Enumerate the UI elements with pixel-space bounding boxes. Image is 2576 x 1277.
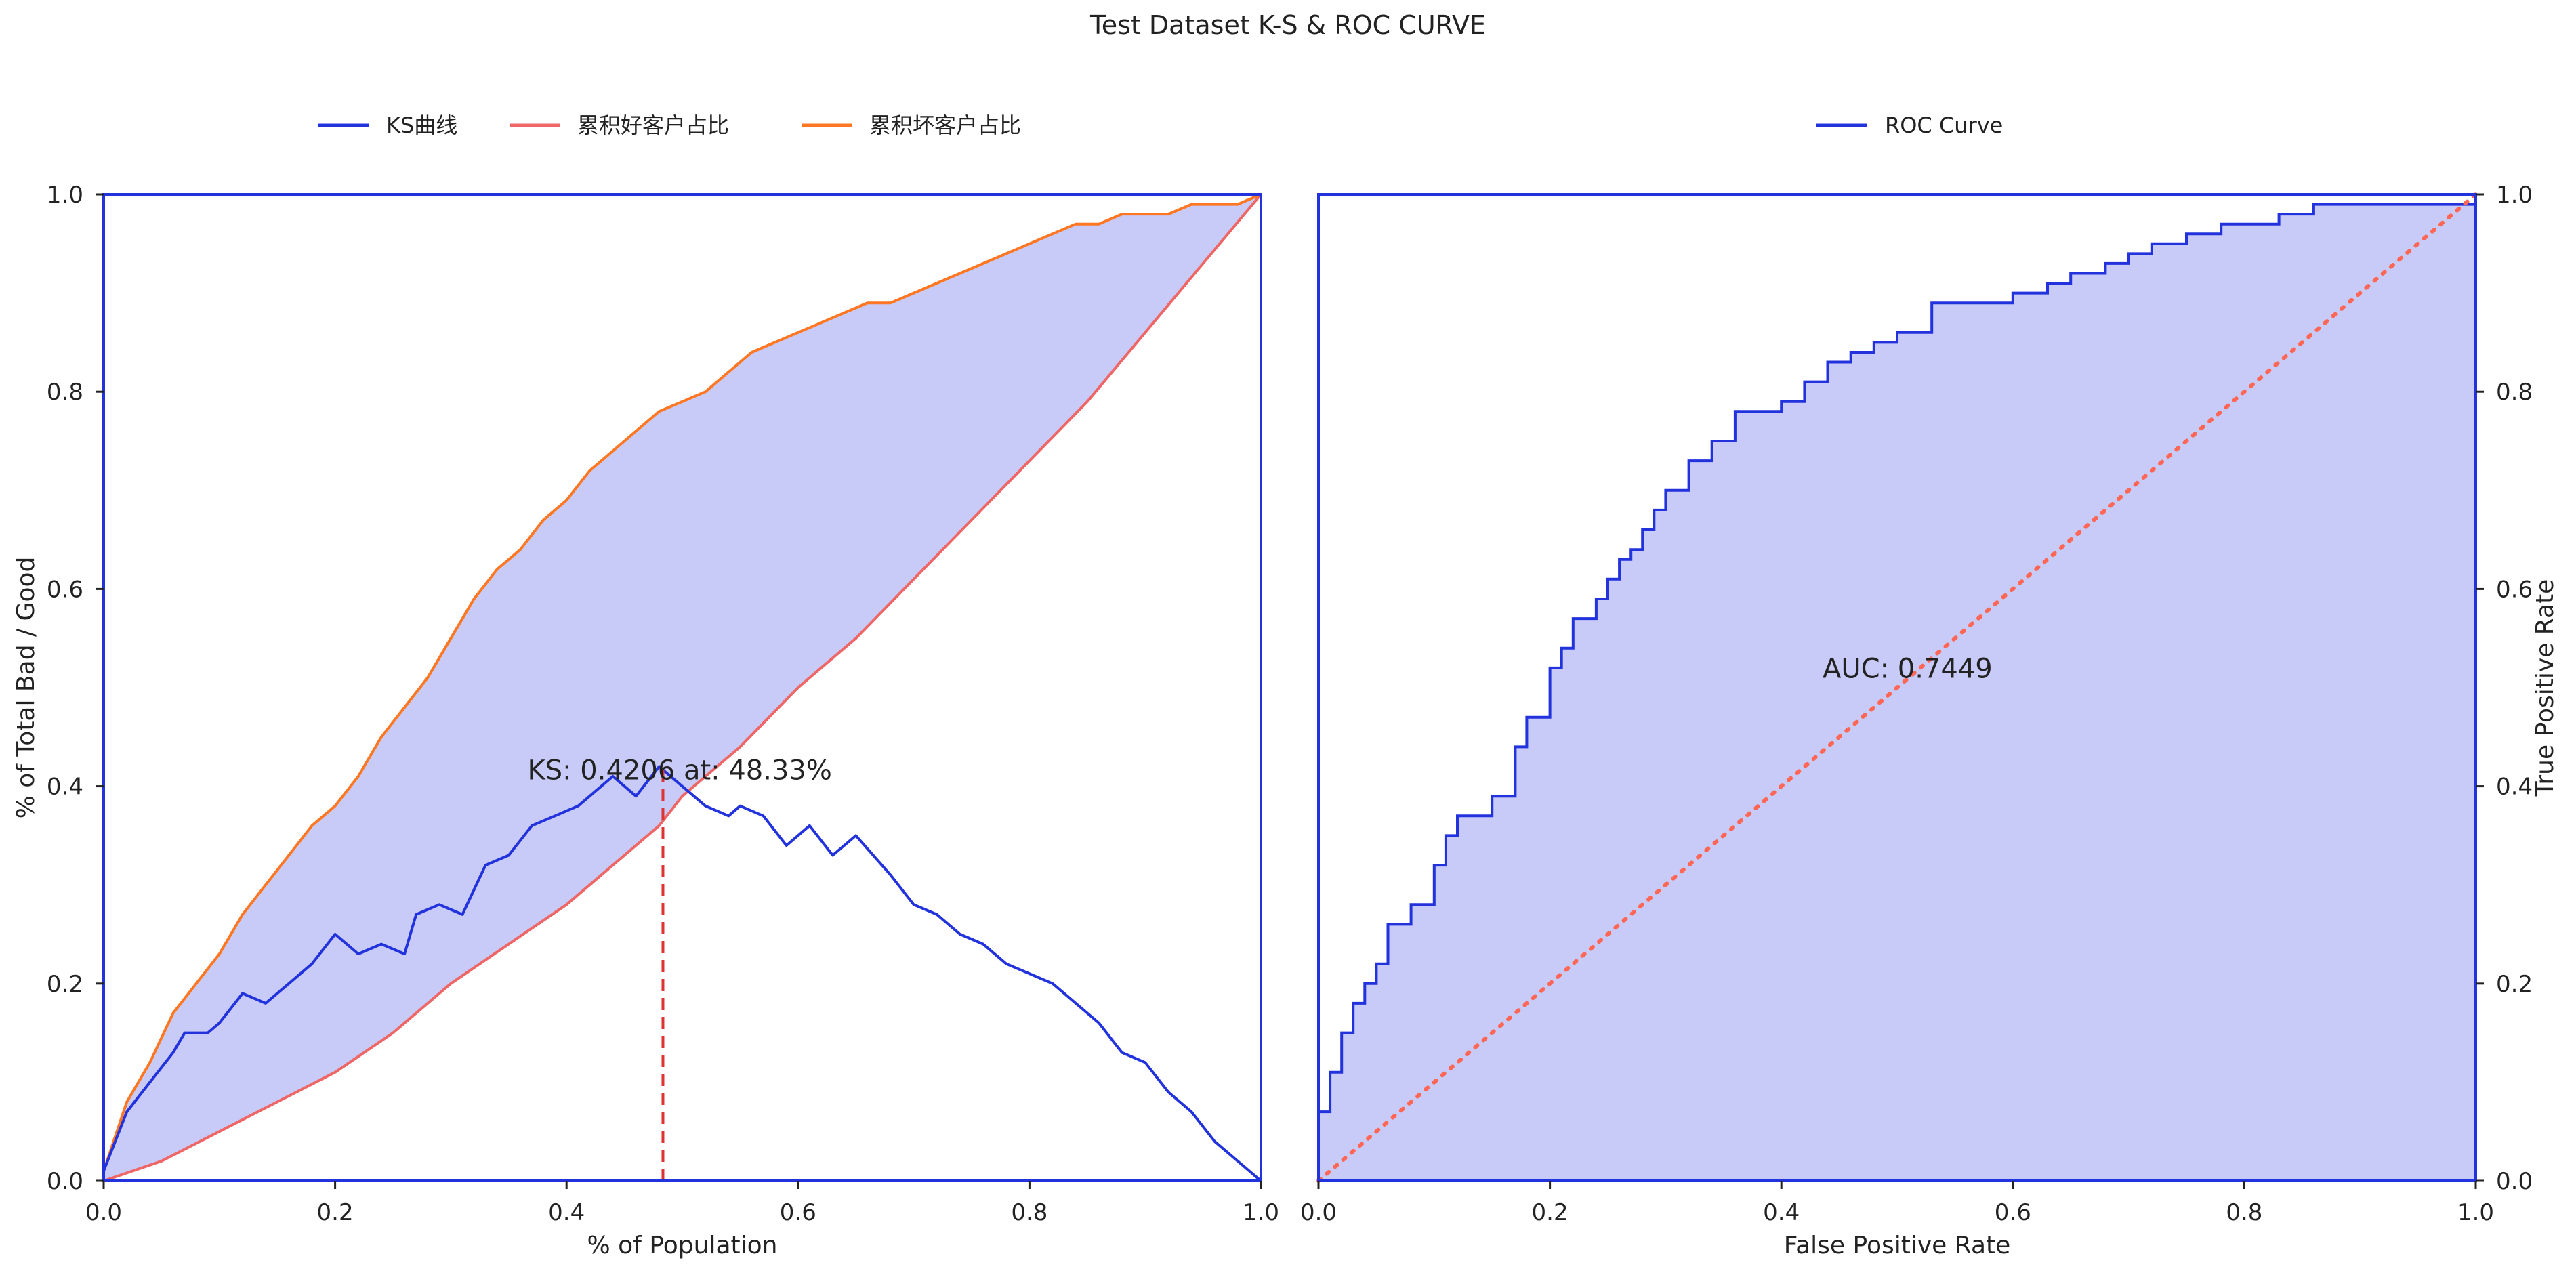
roc-chart: ROC Curve AUC: 0.7449 0.0 0.2 0.4 0.6 0.8 1.0… [1300,112,2559,1259]
ks-y-tick-label: 0.0 [47,1168,83,1195]
ks-legend-label: 累积好客户占比 [577,112,729,138]
ks-series-lines: KS: 0.4206 at: 48.33% [102,193,1262,1182]
roc-legend: ROC Curve [1816,112,2003,138]
ks-y-axis: 0.0 0.2 0.4 0.6 0.8 1.0 [47,182,104,1195]
roc-auc-annotation: AUC: 0.7449 [1823,653,1993,684]
ks-x-axis: 0.0 0.2 0.4 0.6 0.8 1.0 [85,1181,1279,1226]
ks-y-tick-label: 0.2 [47,971,83,998]
roc-x-tick-label: 0.4 [1763,1199,1800,1226]
ks-x-tick-label: 0.2 [317,1199,354,1226]
ks-y-tick-label: 0.6 [47,576,83,603]
ks-y-tick-label: 0.4 [47,774,83,801]
ks-x-tick-label: 0.6 [780,1199,816,1226]
roc-y-tick-label: 1.0 [2496,182,2533,209]
ks-fill-between [104,194,1261,1181]
roc-y-tick-label: 0.8 [2496,379,2533,406]
ks-series-bad-line [102,193,1262,1172]
roc-x-tick-label: 1.0 [2457,1199,2494,1226]
ks-series-good-line [103,193,1262,1182]
roc-y-tick-label: 0.6 [2496,576,2533,603]
ks-y-axis-label: % of Total Bad / Good [12,557,40,819]
roc-y-axis: 0.0 0.2 0.4 0.6 0.8 1.0 [2476,182,2533,1195]
roc-x-tick-label: 0.2 [1532,1199,1569,1226]
ks-x-axis-label: % of Population [587,1232,778,1259]
ks-annotation: KS: 0.4206 at: 48.33% [527,755,831,787]
roc-x-tick-label: 0.6 [1995,1199,2031,1226]
roc-y-tick-label: 0.4 [2496,774,2533,801]
roc-plot-frame [1317,193,2477,1182]
ks-fill-area [104,194,1261,1181]
roc-y-axis-label: True Positive Rate [2531,579,2559,797]
roc-curve-line [1318,194,2477,1114]
roc-x-tick-label: 0.0 [1300,1199,1337,1226]
ks-y-tick-label: 0.8 [47,379,83,406]
ks-y-tick-label: 1.0 [47,182,83,209]
ks-legend-label: 累积坏客户占比 [869,112,1021,138]
ks-legend: KS曲线 累积好客户占比 累积坏客户占比 [318,112,1021,138]
ks-x-tick-label: 0.4 [548,1199,585,1226]
roc-x-axis-label: False Positive Rate [1784,1232,2011,1259]
roc-y-tick-label: 0.2 [2496,971,2533,998]
ks-x-tick-label: 0.8 [1011,1199,1047,1226]
ks-chart: KS曲线 累积好客户占比 累积坏客户占比 KS: 0.4206 at: 48.33%… [12,112,1279,1259]
roc-legend-label: ROC Curve [1885,112,2003,138]
ks-series-ks-line [102,765,1262,1182]
roc-y-tick-label: 0.0 [2496,1168,2533,1195]
ks-plot-frame [102,193,1262,1182]
ks-x-tick-label: 1.0 [1243,1199,1279,1226]
roc-x-tick-label: 0.8 [2226,1199,2262,1226]
ks-x-tick-label: 0.0 [85,1199,122,1226]
roc-x-axis: 0.0 0.2 0.4 0.6 0.8 1.0 [1300,1181,2494,1226]
figure-title: Test Dataset K-S & ROC CURVE [1089,10,1486,40]
ks-legend-label: KS曲线 [386,112,457,138]
roc-series-lines: AUC: 0.7449 [1316,192,2478,1183]
roc-random-diagonal [1316,192,2478,1183]
